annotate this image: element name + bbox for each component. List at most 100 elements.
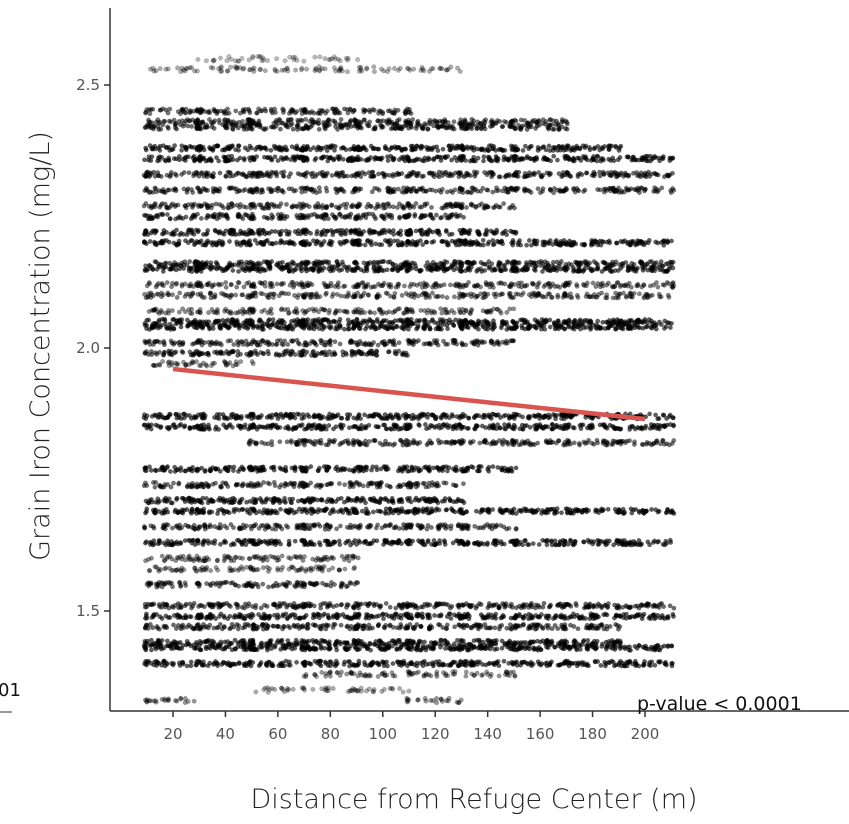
data-point — [344, 69, 350, 75]
data-point — [146, 107, 152, 113]
data-point — [182, 68, 188, 74]
data-point — [249, 228, 255, 234]
data-point — [268, 106, 274, 112]
data-point — [380, 309, 386, 315]
data-point — [350, 202, 355, 208]
data-point — [413, 125, 419, 131]
data-point — [611, 317, 616, 323]
data-point — [470, 185, 476, 191]
data-point — [502, 281, 508, 287]
data-point — [402, 109, 408, 115]
data-point — [157, 66, 163, 72]
data-point — [208, 157, 214, 163]
data-point — [591, 153, 596, 159]
data-point — [247, 310, 253, 316]
data-point — [307, 186, 313, 192]
data-point — [445, 240, 451, 246]
data-point — [320, 317, 326, 323]
data-point — [367, 309, 373, 315]
data-point — [319, 231, 325, 236]
data-point — [591, 241, 596, 247]
data-point — [564, 119, 570, 125]
data-point — [496, 188, 501, 193]
data-point — [186, 170, 192, 176]
data-point — [241, 231, 246, 237]
data-point — [546, 267, 551, 273]
data-point — [356, 65, 362, 70]
data-point — [168, 231, 174, 237]
data-point — [321, 216, 327, 222]
data-point — [625, 154, 631, 160]
data-point — [212, 227, 218, 233]
data-point — [210, 174, 216, 180]
data-point — [295, 153, 301, 159]
data-point — [581, 281, 586, 287]
data-point — [317, 67, 323, 73]
data-point — [401, 283, 407, 289]
data-point — [144, 317, 150, 323]
data-point — [202, 186, 208, 192]
data-point — [519, 284, 524, 290]
data-point — [273, 123, 279, 129]
data-point — [435, 148, 441, 154]
data-point — [410, 146, 416, 152]
data-point — [600, 239, 606, 245]
data-point — [175, 202, 181, 208]
data-point — [457, 186, 463, 192]
data-point — [463, 308, 469, 314]
data-point — [292, 308, 298, 314]
data-point — [168, 203, 174, 209]
data-point — [407, 109, 413, 115]
data-point — [637, 291, 642, 297]
data-point — [353, 259, 359, 265]
data-point — [225, 68, 231, 74]
data-point — [448, 202, 454, 208]
data-point — [225, 106, 230, 112]
data-point — [307, 241, 313, 247]
data-point — [387, 108, 393, 114]
data-point — [262, 145, 268, 151]
data-point — [567, 280, 573, 285]
data-point — [145, 216, 151, 222]
data-point — [196, 228, 201, 233]
data-point — [447, 123, 453, 129]
data-point — [357, 124, 363, 130]
data-point — [412, 213, 418, 219]
data-point — [574, 283, 580, 289]
data-point — [371, 107, 377, 113]
data-point — [392, 66, 397, 71]
data-point — [292, 55, 298, 60]
data-point — [315, 144, 321, 150]
data-point — [316, 68, 322, 74]
data-point — [344, 268, 350, 273]
data-point — [166, 292, 172, 298]
data-point — [251, 157, 257, 162]
data-point — [461, 214, 466, 220]
data-point — [522, 188, 528, 194]
data-point — [392, 265, 398, 271]
data-point — [481, 154, 487, 160]
data-point — [341, 284, 346, 289]
data-point — [571, 185, 576, 191]
data-point — [337, 66, 343, 72]
data-point — [387, 172, 392, 178]
data-point — [395, 67, 401, 73]
data-point — [477, 242, 483, 248]
data-point — [455, 65, 460, 71]
data-point — [268, 147, 274, 153]
data-point — [278, 155, 284, 161]
data-point — [548, 171, 553, 177]
data-point — [282, 307, 288, 313]
data-point — [564, 126, 570, 132]
data-point — [185, 123, 191, 129]
data-point — [240, 108, 246, 114]
data-point — [390, 157, 396, 163]
data-point — [225, 265, 231, 271]
data-point — [529, 242, 534, 248]
data-point — [316, 117, 322, 123]
data-point — [385, 238, 391, 244]
data-point — [300, 292, 306, 298]
data-point — [331, 108, 337, 114]
data-point — [551, 190, 556, 196]
data-point — [311, 145, 316, 151]
